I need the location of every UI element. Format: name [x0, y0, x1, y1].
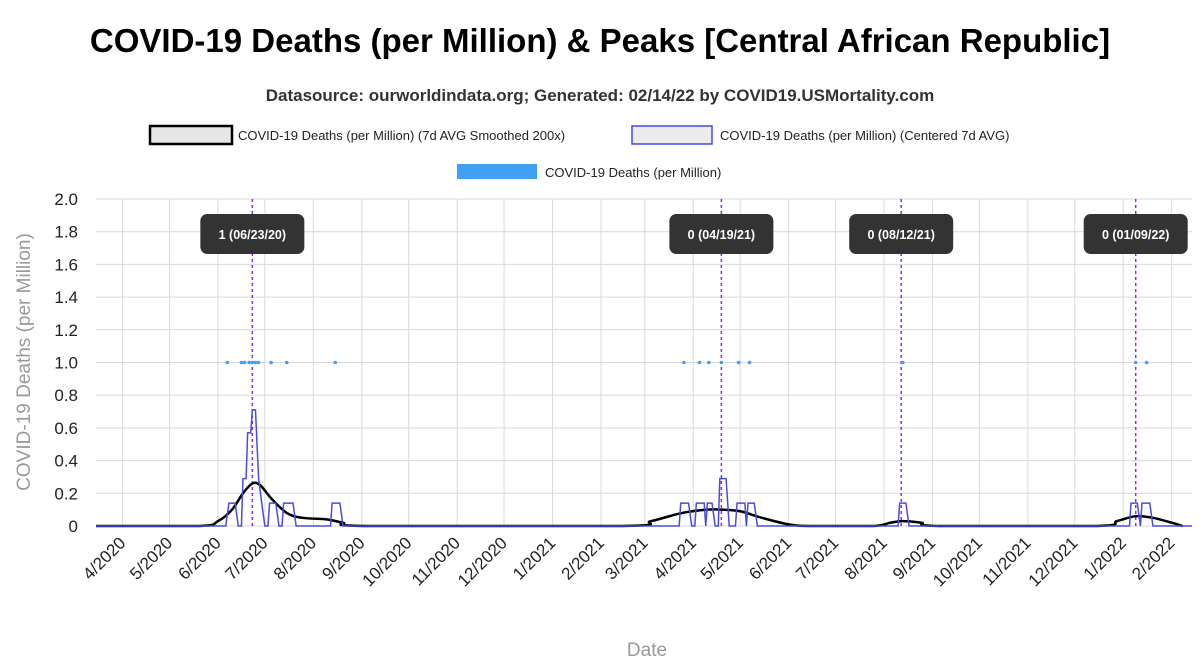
- x-tick-label: 11/2020: [408, 533, 464, 589]
- daily-point: [1133, 360, 1138, 365]
- legend-swatch-centered: [631, 125, 713, 145]
- x-tick-label: 1/2022: [1080, 533, 1130, 583]
- daily-point: [736, 360, 741, 365]
- daily-point: [247, 360, 252, 365]
- series-lines: [96, 409, 1192, 528]
- daily-points: [225, 360, 1149, 365]
- peak-label: 0 (08/12/21): [867, 228, 934, 242]
- daily-point: [697, 360, 702, 365]
- daily-point: [284, 360, 289, 365]
- daily-point: [900, 360, 905, 365]
- y-tick-label: 1.2: [54, 321, 78, 340]
- x-tick-label: 6/2020: [175, 533, 225, 583]
- x-tick-label: 5/2021: [697, 533, 747, 583]
- daily-point: [253, 360, 258, 365]
- daily-point: [239, 360, 244, 365]
- y-tick-label: 1.4: [54, 288, 78, 307]
- daily-point: [269, 360, 273, 365]
- daily-point: [1144, 360, 1149, 365]
- x-tick-label: 1/2021: [509, 533, 559, 583]
- y-tick-label: 1.6: [54, 255, 78, 274]
- y-tick-label: 2.0: [54, 190, 78, 209]
- x-tick-label: 12/2021: [1025, 533, 1082, 590]
- x-tick-label: 7/2021: [792, 533, 842, 583]
- chart-subtitle: Datasource: ourworldindata.org; Generate…: [265, 86, 935, 105]
- x-tick-label: 10/2021: [929, 533, 986, 590]
- x-tick-label: 3/2021: [601, 533, 651, 583]
- legend-label-daily: COVID-19 Deaths (per Million): [545, 165, 721, 180]
- daily-point: [719, 360, 724, 365]
- daily-point: [242, 360, 247, 365]
- peak-label: 0 (01/09/22): [1102, 228, 1169, 242]
- x-axis-ticks: 4/20205/20206/20207/20208/20209/202010/2…: [79, 533, 1178, 590]
- x-tick-label: 11/2021: [979, 533, 1035, 589]
- x-tick-label: 10/2020: [359, 533, 416, 590]
- x-tick-label: 12/2020: [454, 533, 511, 590]
- y-tick-label: 0.4: [54, 452, 78, 471]
- x-axis-title: Date: [627, 640, 667, 661]
- peak-label: 1 (06/23/20): [219, 228, 286, 242]
- y-axis-ticks: 0 0.2 0.4 0.6 0.8 1.0 1.2 1.4 1.6 1.8 2.0: [54, 190, 78, 536]
- y-tick-label: 0.6: [54, 419, 78, 438]
- x-tick-label: 7/2020: [221, 533, 271, 583]
- x-tick-label: 4/2020: [79, 533, 129, 583]
- legend-swatch-daily: [457, 164, 537, 179]
- peak-label-box: [669, 214, 774, 254]
- x-tick-label: 2/2022: [1128, 533, 1178, 583]
- x-tick-label: 8/2021: [841, 533, 891, 583]
- x-tick-label: 4/2021: [650, 533, 700, 583]
- daily-point: [747, 360, 752, 365]
- x-tick-label: 5/2020: [126, 533, 176, 583]
- series-line-smoothed: [96, 481, 1183, 528]
- y-tick-label: 0: [69, 517, 78, 536]
- y-tick-label: 0.8: [54, 386, 78, 405]
- series-line-centered: [96, 409, 1192, 527]
- legend-label-centered: COVID-19 Deaths (per Million) (Centered …: [720, 128, 1009, 143]
- peak-labels: 1 (06/23/20) 0 (04/19/21) 0 (08/12/21) 0 (0…: [200, 214, 1188, 254]
- daily-point: [225, 360, 230, 365]
- daily-point: [682, 360, 686, 365]
- y-axis-title: COVID-19 Deaths (per Million): [14, 233, 35, 491]
- daily-point: [250, 360, 255, 365]
- daily-point: [707, 360, 711, 365]
- peak-label-box: [849, 214, 954, 254]
- daily-point: [256, 360, 261, 365]
- x-tick-label: 8/2020: [270, 533, 320, 583]
- x-tick-label: 6/2021: [745, 533, 795, 583]
- y-tick-label: 1.0: [54, 354, 78, 373]
- daily-point: [333, 360, 338, 365]
- peak-label: 0 (04/19/21): [688, 228, 755, 242]
- peak-label-box: [1083, 214, 1188, 254]
- peak-label-box: [200, 214, 305, 254]
- legend-label-smoothed: COVID-19 Deaths (per Million) (7d AVG Sm…: [238, 128, 565, 143]
- legend-swatch-smoothed: [148, 124, 234, 146]
- y-tick-label: 0.2: [54, 484, 78, 503]
- legend: COVID-19 Deaths (per Million) (7d AVG Sm…: [148, 124, 1009, 180]
- chart-title: COVID-19 Deaths (per Million) & Peaks [C…: [89, 22, 1111, 59]
- y-tick-label: 1.8: [54, 223, 78, 242]
- x-tick-label: 2/2021: [558, 533, 608, 583]
